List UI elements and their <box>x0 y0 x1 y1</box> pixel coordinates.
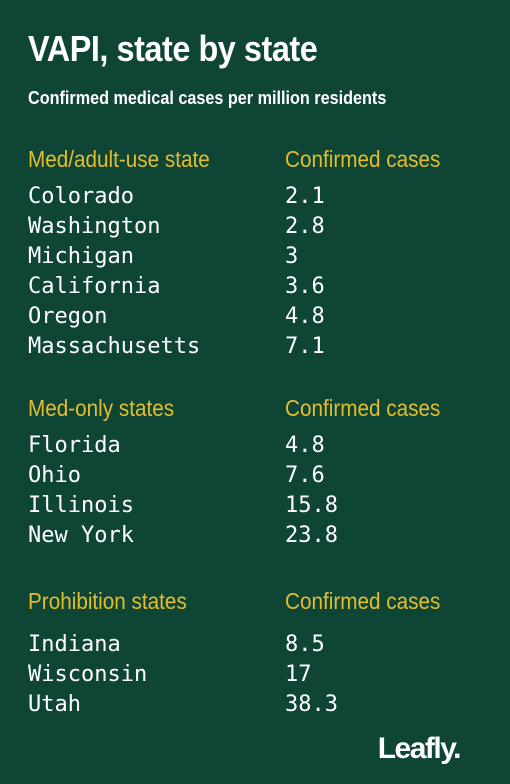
leafly-logo: Leafly. <box>377 732 462 765</box>
table-row: Illinois 15.8 <box>28 493 490 523</box>
column-header-confirmed-cases: Confirmed cases <box>285 395 441 421</box>
table-row: Washington 2.8 <box>28 214 490 244</box>
group-label: Med/adult-use state <box>28 146 210 172</box>
state-name: Colorado <box>28 184 134 209</box>
case-value: 38.3 <box>285 692 338 717</box>
case-value: 4.8 <box>285 433 325 458</box>
state-name: Indiana <box>28 632 121 657</box>
case-value: 7.6 <box>285 463 325 488</box>
case-value: 15.8 <box>285 493 338 518</box>
state-name: Wisconsin <box>28 662 148 687</box>
group-label: Prohibition states <box>28 588 187 614</box>
case-value: 3.6 <box>285 274 325 299</box>
table-row: Massachusetts 7.1 <box>28 334 490 364</box>
case-value: 17 <box>285 662 312 687</box>
table-row: Utah 38.3 <box>28 692 490 722</box>
table-row: Wisconsin 17 <box>28 662 490 692</box>
section-med-adult-use: Med/adult-use state Confirmed cases Colo… <box>28 146 490 364</box>
section-header: Med/adult-use state Confirmed cases <box>28 146 490 176</box>
table-row: Ohio 7.6 <box>28 463 490 493</box>
section-prohibition: Prohibition states Confirmed cases India… <box>28 588 490 722</box>
state-name: California <box>28 274 161 299</box>
case-value: 23.8 <box>285 523 338 548</box>
table-row: California 3.6 <box>28 274 490 304</box>
table-row: Oregon 4.8 <box>28 304 490 334</box>
case-value: 3 <box>285 244 299 269</box>
table-row: Indiana 8.5 <box>28 632 490 662</box>
state-name: Oregon <box>28 304 108 329</box>
state-name: Utah <box>28 692 81 717</box>
section-header: Prohibition states Confirmed cases <box>28 588 490 618</box>
state-name: Washington <box>28 214 161 239</box>
state-name: Florida <box>28 433 121 458</box>
table-row: Michigan 3 <box>28 244 490 274</box>
case-value: 2.1 <box>285 184 325 209</box>
table-row: Florida 4.8 <box>28 433 490 463</box>
case-value: 7.1 <box>285 334 325 359</box>
case-value: 8.5 <box>285 632 325 657</box>
state-name: Massachusetts <box>28 334 201 359</box>
state-name: Ohio <box>28 463 81 488</box>
section-header: Med-only states Confirmed cases <box>28 395 490 425</box>
section-med-only: Med-only states Confirmed cases Florida 4… <box>28 395 490 553</box>
column-header-confirmed-cases: Confirmed cases <box>285 146 441 172</box>
case-value: 2.8 <box>285 214 325 239</box>
state-name: Michigan <box>28 244 134 269</box>
case-value: 4.8 <box>285 304 325 329</box>
state-name: Illinois <box>28 493 134 518</box>
column-header-confirmed-cases: Confirmed cases <box>285 588 441 614</box>
group-label: Med-only states <box>28 395 175 421</box>
table-row: Colorado 2.1 <box>28 184 490 214</box>
page-subtitle: Confirmed medical cases per million resi… <box>28 88 387 108</box>
state-name: New York <box>28 523 134 548</box>
page-title: VAPI, state by state <box>28 28 318 69</box>
table-row: New York 23.8 <box>28 523 490 553</box>
